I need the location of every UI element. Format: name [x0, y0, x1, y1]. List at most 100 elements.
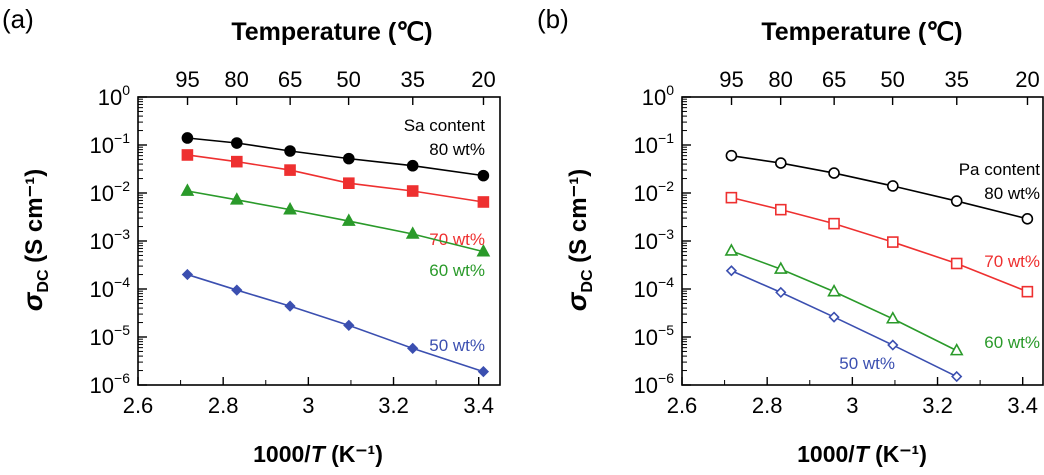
data-point	[725, 149, 738, 162]
y-tick-label: 10−6	[634, 370, 675, 398]
data-point	[284, 145, 296, 157]
data-point	[181, 132, 194, 144]
x-tick-label: 3.4	[1007, 393, 1038, 418]
y-tick-label: 10−3	[90, 226, 131, 254]
data-point	[180, 183, 195, 196]
series-line	[731, 250, 958, 352]
top-tick-label: 50	[336, 67, 360, 92]
x-axis: 2.6 2.8 3 3.2 3.4	[667, 377, 1038, 418]
y-axis: 100 10−1 10−2 10−3 10−4 10−5 10−6	[90, 82, 147, 398]
y-tick-label: 10−1	[634, 130, 675, 158]
data-point	[827, 284, 841, 297]
x-tick-label: 2.6	[667, 393, 698, 418]
data-point	[343, 319, 355, 331]
x-tick-label: 3	[302, 393, 314, 418]
data-point	[724, 243, 739, 256]
y-tick-label: 10−4	[90, 274, 131, 302]
data-point	[231, 137, 243, 149]
series-50wt	[725, 265, 963, 383]
series-line	[187, 273, 484, 373]
data-point	[407, 342, 419, 354]
series-label: 70 wt%	[984, 252, 1040, 271]
series-line	[187, 137, 484, 177]
y-tick-label: 10−4	[634, 274, 675, 302]
top-tick-label: 80	[224, 67, 248, 92]
top-tick-label: 20	[471, 67, 495, 92]
series-label: 50 wt%	[429, 336, 485, 355]
data-point	[1021, 213, 1034, 225]
top-axis: 95 80 65 50 35 20	[175, 67, 496, 105]
y-axis: 100 10−1 10−2 10−3 10−4 10−5 10−6	[634, 82, 691, 398]
top-tick-label: 65	[822, 67, 846, 92]
data-point	[725, 191, 738, 204]
data-point	[231, 155, 243, 168]
data-point	[828, 167, 840, 179]
top-axis: 95 80 65 50 35 20	[719, 67, 1040, 105]
series-label: 60 wt%	[984, 333, 1040, 352]
panel-b: (b) Temperature (℃) 100 10−1 10−2 10−3 10−4 10−…	[537, 4, 1044, 467]
data-point	[725, 265, 738, 277]
series-60wt	[180, 183, 491, 257]
data-point	[229, 192, 244, 205]
top-axis-title: Temperature (℃)	[761, 18, 962, 46]
data-point	[231, 284, 243, 296]
y-tick-label: 10−1	[90, 130, 131, 158]
series-label: 70 wt%	[429, 230, 485, 249]
series-label: 50 wt%	[839, 354, 895, 373]
data-point	[476, 243, 491, 257]
series-70wt	[725, 191, 1034, 298]
y-tick-label: 100	[642, 82, 674, 110]
y-tick-label: 10−3	[634, 226, 675, 254]
series-line	[187, 154, 484, 203]
top-tick-label: 95	[719, 67, 743, 92]
data-point	[951, 370, 963, 383]
x-tick-label: 2.8	[208, 393, 239, 418]
top-tick-label: 80	[768, 67, 792, 92]
data-point	[887, 339, 899, 351]
x-tick-label: 2.8	[752, 393, 783, 418]
data-point	[773, 261, 788, 274]
series-label: 80 wt%	[429, 140, 485, 159]
x-axis-label: 1000/T (K⁻¹)	[253, 441, 383, 467]
y-tick-label: 10−2	[90, 178, 131, 206]
data-point	[949, 342, 964, 356]
x-tick-label: 2.6	[123, 393, 154, 418]
x-tick-label: 3	[846, 393, 858, 418]
y-tick-label: 10−5	[634, 322, 675, 350]
top-tick-label: 20	[1015, 67, 1039, 92]
series-50wt	[181, 268, 490, 378]
series-label: 60 wt%	[429, 261, 485, 280]
top-tick-label: 35	[401, 67, 425, 92]
panel-label: (b)	[537, 4, 569, 34]
top-tick-label: 95	[175, 67, 199, 92]
x-axis-label: 1000/T (K⁻¹)	[797, 441, 927, 467]
y-tick-label: 100	[98, 82, 130, 110]
y-axis-label: σDC (S cm⁻¹)	[561, 169, 596, 311]
data-point	[343, 177, 355, 190]
top-tick-label: 35	[945, 67, 969, 92]
series-line	[731, 196, 1028, 293]
series-line	[731, 154, 1028, 220]
data-point	[1021, 285, 1034, 298]
data-point	[885, 311, 900, 324]
y-tick-label: 10−2	[634, 178, 675, 206]
data-point	[775, 157, 787, 169]
series-80wt	[725, 149, 1034, 225]
x-tick-label: 3.2	[922, 393, 953, 418]
series-80wt	[181, 132, 490, 182]
data-point	[405, 226, 420, 239]
x-tick-label: 3.4	[463, 393, 494, 418]
series-60wt	[724, 243, 964, 356]
data-point	[343, 152, 355, 165]
y-tick-label: 10−5	[90, 322, 131, 350]
data-point	[283, 201, 297, 215]
data-point	[950, 257, 963, 270]
panel-label: (a)	[2, 4, 34, 34]
top-axis-title: Temperature (℃)	[231, 18, 432, 46]
x-tick-label: 3.2	[378, 393, 409, 418]
y-tick-label: 10−6	[90, 370, 131, 398]
y-axis-label: σDC (S cm⁻¹)	[17, 169, 52, 311]
x-axis: 2.6 2.8 3 3.2 3.4	[123, 377, 494, 418]
data-point	[887, 236, 899, 248]
